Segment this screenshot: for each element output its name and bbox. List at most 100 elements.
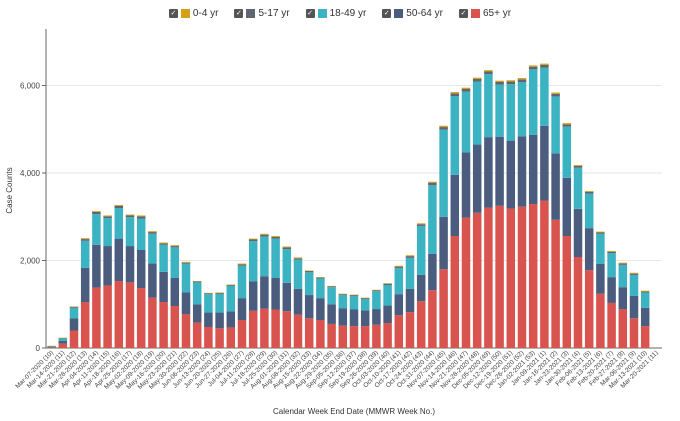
bar-segment[interactable] — [304, 295, 314, 319]
bar-segment[interactable] — [327, 323, 336, 348]
bar-segment[interactable] — [584, 190, 594, 192]
bar-segment[interactable] — [607, 251, 616, 254]
bar-segment[interactable] — [148, 263, 157, 298]
bar-segment[interactable] — [338, 294, 348, 296]
bar-segment[interactable] — [338, 325, 348, 348]
bar-segment[interactable] — [248, 241, 258, 282]
bar-segment[interactable] — [607, 302, 616, 348]
bar-segment[interactable] — [47, 347, 56, 348]
bar-segment[interactable] — [237, 264, 247, 266]
bar-segment[interactable] — [204, 294, 213, 313]
bar-segment[interactable] — [540, 200, 549, 348]
bar-segment[interactable] — [226, 285, 236, 312]
bar-segment[interactable] — [192, 281, 202, 282]
bar-segment[interactable] — [495, 205, 504, 348]
bar-segment[interactable] — [495, 82, 504, 85]
bar-segment[interactable] — [484, 207, 493, 348]
bar-segment[interactable] — [640, 292, 650, 308]
bar-segment[interactable] — [517, 79, 527, 83]
bar-segment[interactable] — [540, 67, 549, 126]
bar-segment[interactable] — [260, 234, 269, 237]
bar-segment[interactable] — [103, 246, 112, 286]
bar-segment[interactable] — [428, 181, 437, 183]
bar-segment[interactable] — [551, 219, 560, 348]
bar-segment[interactable] — [596, 231, 605, 233]
bar-segment[interactable] — [304, 271, 314, 273]
bar-segment[interactable] — [316, 277, 325, 279]
bar-segment[interactable] — [528, 66, 538, 70]
bar-segment[interactable] — [114, 208, 124, 239]
bar-segment[interactable] — [170, 306, 180, 348]
bar-segment[interactable] — [618, 262, 628, 264]
bar-segment[interactable] — [304, 272, 314, 296]
bar-segment[interactable] — [136, 215, 146, 217]
bar-segment[interactable] — [125, 215, 135, 218]
bar-segment[interactable] — [517, 78, 527, 80]
bar-segment[interactable] — [181, 314, 191, 348]
bar-segment[interactable] — [640, 291, 650, 293]
bar-segment[interactable] — [360, 297, 370, 299]
bar-segment[interactable] — [293, 314, 303, 348]
bar-segment[interactable] — [461, 87, 471, 89]
bar-segment[interactable] — [495, 84, 504, 137]
bar-segment[interactable] — [226, 285, 236, 286]
bar-segment[interactable] — [562, 236, 572, 348]
bar-segment[interactable] — [573, 257, 583, 348]
bar-segment[interactable] — [484, 70, 493, 72]
bar-segment[interactable] — [360, 326, 370, 349]
bar-segment[interactable] — [450, 236, 460, 348]
bar-segment[interactable] — [69, 306, 79, 307]
bar-segment[interactable] — [416, 224, 426, 226]
bar-segment[interactable] — [517, 206, 527, 348]
bar-segment[interactable] — [92, 244, 101, 288]
bar-segment[interactable] — [506, 81, 516, 85]
bar-segment[interactable] — [248, 281, 258, 311]
bar-segment[interactable] — [349, 309, 359, 327]
bar-segment[interactable] — [260, 276, 269, 309]
bar-segment[interactable] — [304, 318, 314, 348]
bar-segment[interactable] — [551, 153, 560, 220]
bar-segment[interactable] — [360, 310, 370, 327]
bar-segment[interactable] — [47, 346, 56, 348]
bar-segment[interactable] — [573, 165, 583, 166]
bar-segment[interactable] — [260, 308, 269, 349]
bar-segment[interactable] — [349, 294, 359, 296]
bar-segment[interactable] — [136, 218, 146, 251]
bar-segment[interactable] — [103, 215, 112, 217]
bar-segment[interactable] — [47, 347, 56, 349]
legend-item-65-plus[interactable]: ✓ 65+ yr — [458, 8, 511, 19]
bar-segment[interactable] — [58, 341, 68, 344]
bar-segment[interactable] — [528, 69, 538, 135]
bar-segment[interactable] — [484, 74, 493, 138]
bar-segment[interactable] — [159, 243, 168, 245]
bar-segment[interactable] — [148, 233, 157, 264]
bar-segment[interactable] — [472, 212, 482, 348]
bar-segment[interactable] — [181, 292, 191, 315]
checkbox-icon[interactable]: ✓ — [168, 9, 178, 18]
bar-segment[interactable] — [170, 246, 180, 248]
bar-segment[interactable] — [125, 246, 135, 283]
bar-segment[interactable] — [237, 263, 247, 265]
bar-segment[interactable] — [80, 240, 90, 268]
bar-segment[interactable] — [506, 80, 516, 82]
bar-segment[interactable] — [472, 81, 482, 145]
bar-segment[interactable] — [316, 277, 325, 278]
bar-segment[interactable] — [439, 129, 448, 217]
bar-segment[interactable] — [394, 266, 404, 268]
bar-segment[interactable] — [215, 312, 224, 329]
checkbox-icon[interactable]: ✓ — [305, 9, 315, 18]
bar-segment[interactable] — [461, 89, 471, 92]
bar-segment[interactable] — [293, 288, 303, 315]
bar-segment[interactable] — [103, 216, 112, 219]
bar-segment[interactable] — [316, 298, 325, 321]
bar-segment[interactable] — [416, 301, 426, 348]
bar-segment[interactable] — [327, 286, 336, 288]
bar-segment[interactable] — [125, 282, 135, 349]
bar-segment[interactable] — [327, 304, 336, 324]
bar-segment[interactable] — [372, 290, 381, 292]
bar-segment[interactable] — [506, 84, 516, 141]
bar-segment[interactable] — [192, 304, 202, 323]
bar-segment[interactable] — [629, 295, 639, 319]
bar-segment[interactable] — [640, 326, 650, 349]
bar-segment[interactable] — [416, 225, 426, 275]
